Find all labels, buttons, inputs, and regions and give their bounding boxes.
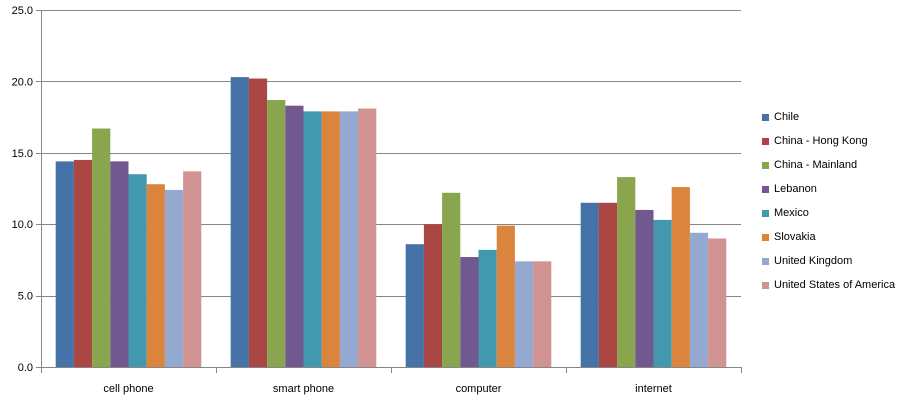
y-tick-label: 10.0 <box>12 219 33 231</box>
legend-item: Chile <box>762 110 911 134</box>
bar <box>248 78 268 367</box>
x-tick-label: computer <box>456 383 502 395</box>
bar <box>617 177 636 367</box>
bar <box>496 225 515 367</box>
bar <box>339 111 359 367</box>
legend-swatch <box>762 234 769 241</box>
x-tick-label: cell phone <box>103 383 153 395</box>
bar <box>533 261 552 367</box>
y-tick-label: 25.0 <box>12 5 33 17</box>
legend-label: United States of America <box>774 279 896 291</box>
bar <box>267 99 286 368</box>
bar <box>164 189 184 367</box>
legend-swatch <box>762 186 769 193</box>
bar <box>460 257 479 367</box>
legend-label: Slovakia <box>774 231 816 243</box>
legend-label: China - Hong Kong <box>774 135 868 147</box>
x-tick-label: internet <box>635 383 672 395</box>
legend-swatch <box>762 114 769 121</box>
legend-label: Chile <box>774 111 800 123</box>
y-tick-label: 5.0 <box>18 291 33 303</box>
legend-swatch <box>762 162 769 169</box>
legend-item: United States of America <box>762 278 911 302</box>
legend-item: Lebanon <box>762 182 911 206</box>
bar <box>442 192 461 367</box>
legend-swatch <box>762 282 769 289</box>
bar <box>580 202 599 367</box>
legend-swatch <box>762 138 769 145</box>
legend-label: United Kingdom <box>774 255 853 267</box>
legend-item: China - Hong Kong <box>762 134 911 158</box>
bar <box>514 261 534 367</box>
bar <box>653 219 672 367</box>
bar <box>285 105 304 368</box>
bar <box>110 161 129 367</box>
bar <box>671 187 690 367</box>
bar <box>635 209 654 367</box>
legend-item: Slovakia <box>762 230 911 254</box>
bar <box>478 249 497 367</box>
bar <box>183 171 202 367</box>
bar <box>689 232 709 367</box>
bar <box>358 108 377 367</box>
axes <box>41 10 742 373</box>
bar <box>598 202 618 367</box>
legend-label: Lebanon <box>774 183 817 195</box>
bar <box>230 77 249 368</box>
bar <box>423 224 443 367</box>
legend-label: China - Mainland <box>774 159 858 171</box>
bars <box>55 77 727 368</box>
y-tick-label: 15.0 <box>12 148 33 160</box>
legend-item: China - Mainland <box>762 158 911 182</box>
legend-item: United Kingdom <box>762 254 911 278</box>
bar <box>303 111 322 367</box>
chart-legend: Chile China - Hong Kong China - Mainland Le… <box>762 110 911 302</box>
y-axis-tick-labels: 0.0 5.0 10.0 15.0 20.0 25.0 <box>12 5 33 374</box>
bar <box>73 159 93 367</box>
legend-item: Mexico <box>762 206 911 230</box>
legend-swatch <box>762 258 769 265</box>
x-tick-label: smart phone <box>273 383 334 395</box>
bar <box>128 174 147 367</box>
bar <box>708 238 727 367</box>
legend-label: Mexico <box>774 207 809 219</box>
legend-swatch <box>762 210 769 217</box>
bar <box>321 111 340 367</box>
bar <box>405 244 424 367</box>
bar <box>55 161 74 367</box>
y-tick-label: 0.0 <box>18 362 33 374</box>
x-axis-tick-labels: cell phone smart phone computer internet <box>103 383 671 395</box>
y-tick-label: 20.0 <box>12 76 33 88</box>
bar <box>146 184 165 367</box>
bar <box>92 128 111 367</box>
